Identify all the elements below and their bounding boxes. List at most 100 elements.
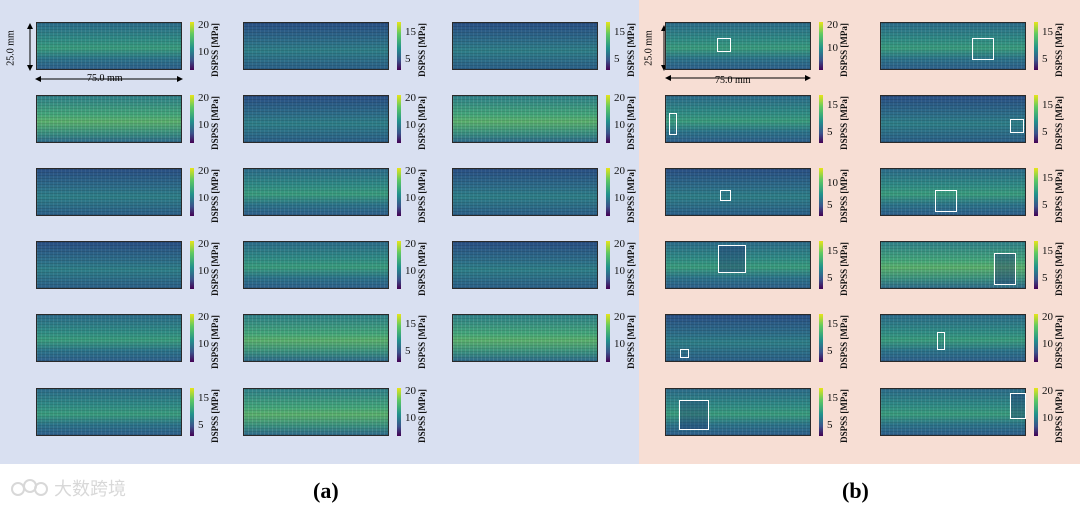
defect-roi-box (994, 253, 1016, 285)
colorbar-tick: 10 (1042, 338, 1053, 350)
colorbar (1034, 388, 1038, 436)
colorbar (606, 314, 610, 362)
colorbar (1034, 22, 1038, 70)
colorbar-tick: 15 (827, 392, 838, 404)
colorbar-tick: 15 (1042, 26, 1053, 38)
colorbar-title: DSPSS [MPa] (210, 169, 220, 223)
colorbar-title: DSPSS [MPa] (626, 96, 636, 150)
colorbar-tick: 10 (198, 192, 209, 204)
defect-roi-box (972, 38, 994, 60)
colorbar-tick: 10 (614, 192, 625, 204)
heatmap (880, 314, 1026, 362)
heatmap (665, 388, 811, 436)
colorbar-tick: 10 (405, 412, 416, 424)
heatmap (243, 241, 389, 289)
heatmap (243, 95, 389, 143)
colorbar-tick: 20 (614, 238, 625, 250)
colorbar-tick: 10 (614, 338, 625, 350)
defect-roi-box (679, 400, 709, 430)
colorbar-tick: 5 (614, 53, 620, 65)
colorbar (397, 168, 401, 216)
colorbar-tick: 5 (827, 199, 833, 211)
heatmap (36, 314, 182, 362)
colorbar (397, 314, 401, 362)
width-scale-label: 75.0 mm (87, 73, 123, 84)
colorbar-tick: 5 (827, 345, 833, 357)
colorbar (1034, 241, 1038, 289)
colorbar-title: DSPSS [MPa] (839, 169, 849, 223)
width-scale-bar (665, 70, 811, 81)
colorbar (606, 241, 610, 289)
heatmap (36, 241, 182, 289)
heatmap (452, 241, 598, 289)
colorbar-tick: 15 (827, 318, 838, 330)
colorbar (819, 314, 823, 362)
heatmap (452, 95, 598, 143)
width-scale-label: 75.0 mm (715, 75, 751, 86)
defect-roi-box (669, 113, 677, 135)
colorbar-tick: 10 (405, 192, 416, 204)
heatmap (665, 22, 811, 70)
colorbar-tick: 20 (405, 92, 416, 104)
colorbar-tick: 15 (1042, 245, 1053, 257)
colorbar-tick: 20 (614, 311, 625, 323)
heatmap (452, 22, 598, 70)
colorbar (606, 168, 610, 216)
colorbar-tick: 10 (614, 265, 625, 277)
colorbar (1034, 168, 1038, 216)
heatmap (665, 314, 811, 362)
defect-roi-box (1010, 119, 1024, 133)
colorbar (1034, 95, 1038, 143)
heatmap (36, 388, 182, 436)
colorbar-tick: 20 (198, 238, 209, 250)
colorbar-tick: 20 (405, 238, 416, 250)
colorbar-title: DSPSS [MPa] (417, 389, 427, 443)
heatmap (880, 388, 1026, 436)
colorbar (1034, 314, 1038, 362)
colorbar-title: DSPSS [MPa] (839, 389, 849, 443)
colorbar-tick: 5 (1042, 53, 1048, 65)
colorbar-title: DSPSS [MPa] (1054, 242, 1064, 296)
colorbar-tick: 20 (198, 92, 209, 104)
watermark: 大数跨境 (10, 475, 126, 501)
colorbar-tick: 10 (198, 265, 209, 277)
defect-roi-box (937, 332, 945, 350)
panel-b: 25.0 mm 75.0 mm 20 10 DSPSS [MPa] 15 5 D… (639, 0, 1080, 464)
heatmap (880, 241, 1026, 289)
colorbar-title: DSPSS [MPa] (1054, 169, 1064, 223)
colorbar (397, 388, 401, 436)
heatmap (452, 314, 598, 362)
colorbar-tick: 10 (198, 46, 209, 58)
heatmap (243, 168, 389, 216)
colorbar-tick: 10 (198, 119, 209, 131)
colorbar (397, 95, 401, 143)
height-scale-label: 25.0 mm (5, 29, 17, 66)
colorbar-tick: 15 (614, 26, 625, 38)
colorbar-tick: 10 (827, 177, 838, 189)
colorbar-tick: 20 (405, 165, 416, 177)
colorbar-tick: 5 (1042, 199, 1048, 211)
colorbar-title: DSPSS [MPa] (839, 96, 849, 150)
colorbar-tick: 10 (614, 119, 625, 131)
colorbar-tick: 20 (198, 165, 209, 177)
colorbar-title: DSPSS [MPa] (210, 23, 220, 77)
heatmap (880, 168, 1026, 216)
colorbar (190, 22, 194, 70)
colorbar-tick: 5 (198, 419, 204, 431)
colorbar-title: DSPSS [MPa] (626, 242, 636, 296)
colorbar-tick: 5 (827, 419, 833, 431)
watermark-text: 大数跨境 (54, 479, 126, 500)
heatmap (880, 22, 1026, 70)
heatmap (36, 95, 182, 143)
defect-roi-box (680, 349, 689, 358)
colorbar (819, 95, 823, 143)
colorbar-tick: 15 (405, 318, 416, 330)
colorbar-title: DSPSS [MPa] (210, 389, 220, 443)
colorbar-title: DSPSS [MPa] (417, 169, 427, 223)
colorbar-tick: 10 (198, 338, 209, 350)
colorbar-tick: 5 (827, 126, 833, 138)
colorbar-title: DSPSS [MPa] (626, 315, 636, 369)
colorbar (606, 95, 610, 143)
colorbar-tick: 15 (405, 26, 416, 38)
colorbar (819, 241, 823, 289)
